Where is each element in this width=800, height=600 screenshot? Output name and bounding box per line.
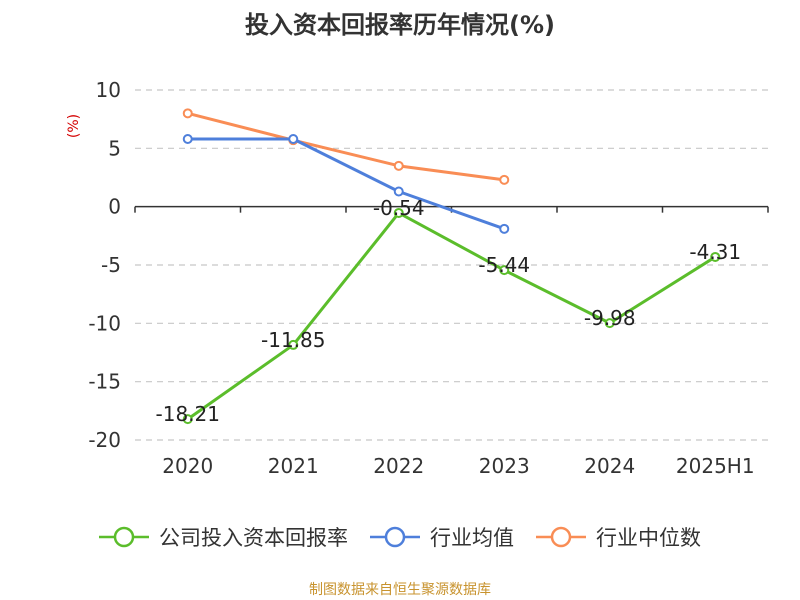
- data-point: [604, 318, 615, 329]
- y-tick-label: -20: [88, 428, 121, 452]
- source-note: 制图数据来自恒生聚源数据库: [309, 582, 491, 598]
- data-labels: -18.21 -11.85 -0.54 -5.44 -9.98 -4.31: [156, 196, 742, 426]
- data-point: [499, 265, 510, 276]
- legend: 公司投入资本回报率 行业均值 行业中位数: [99, 526, 701, 550]
- data-point: [393, 160, 404, 171]
- data-point: [288, 339, 299, 350]
- y-tick-label: -10: [88, 311, 121, 335]
- x-tick-label: 2021: [268, 454, 319, 478]
- legend-item[interactable]: 行业中位数: [536, 526, 701, 550]
- y-tick-label: -15: [88, 370, 121, 394]
- data-point: [182, 108, 193, 119]
- y-tick-label: 10: [96, 78, 121, 102]
- data-label: -4.31: [689, 240, 741, 264]
- data-point: [499, 174, 510, 185]
- axes: 10 5 0 -5 -10 -15 -20 2020 2021 2022 2023 2024 2025H…: [88, 78, 769, 478]
- x-tick-label: 2022: [373, 454, 424, 478]
- series-lines: [182, 108, 721, 425]
- legend-label: 公司投入资本回报率: [159, 526, 348, 550]
- data-label: -5.44: [478, 253, 530, 277]
- y-axis-label: (%): [66, 114, 82, 138]
- data-point: [288, 134, 299, 144]
- y-tick-label: -5: [101, 253, 121, 277]
- legend-item[interactable]: 公司投入资本回报率: [99, 526, 348, 550]
- y-tick-label: 5: [108, 136, 121, 160]
- legend-marker: [113, 526, 135, 548]
- data-point: [710, 251, 721, 262]
- x-tick-label: 2020: [162, 454, 213, 478]
- series-line: [187, 111, 505, 182]
- data-label: -9.98: [584, 306, 636, 330]
- legend-label: 行业均值: [430, 526, 514, 550]
- y-tick-label: 0: [108, 195, 121, 219]
- data-point: [182, 134, 193, 144]
- series-line: [187, 137, 505, 231]
- legend-label: 行业中位数: [596, 526, 701, 550]
- legend-marker: [384, 526, 406, 548]
- x-tick-label: 2023: [479, 454, 530, 478]
- chart-title: 投入资本回报率历年情况(%): [245, 11, 555, 39]
- data-point: [393, 207, 404, 218]
- data-label: -18.21: [156, 402, 220, 426]
- data-point: [499, 223, 510, 234]
- data-point: [182, 414, 193, 425]
- x-tick-label: 2025H1: [676, 454, 755, 478]
- x-tick-label: 2024: [584, 454, 635, 478]
- legend-item[interactable]: 行业均值: [370, 526, 514, 550]
- legend-marker: [550, 526, 572, 548]
- data-label: -0.54: [373, 196, 425, 220]
- data-point: [393, 186, 404, 197]
- series-line: [186, 211, 717, 421]
- gridlines: [135, 89, 768, 441]
- data-label: -11.85: [261, 328, 325, 352]
